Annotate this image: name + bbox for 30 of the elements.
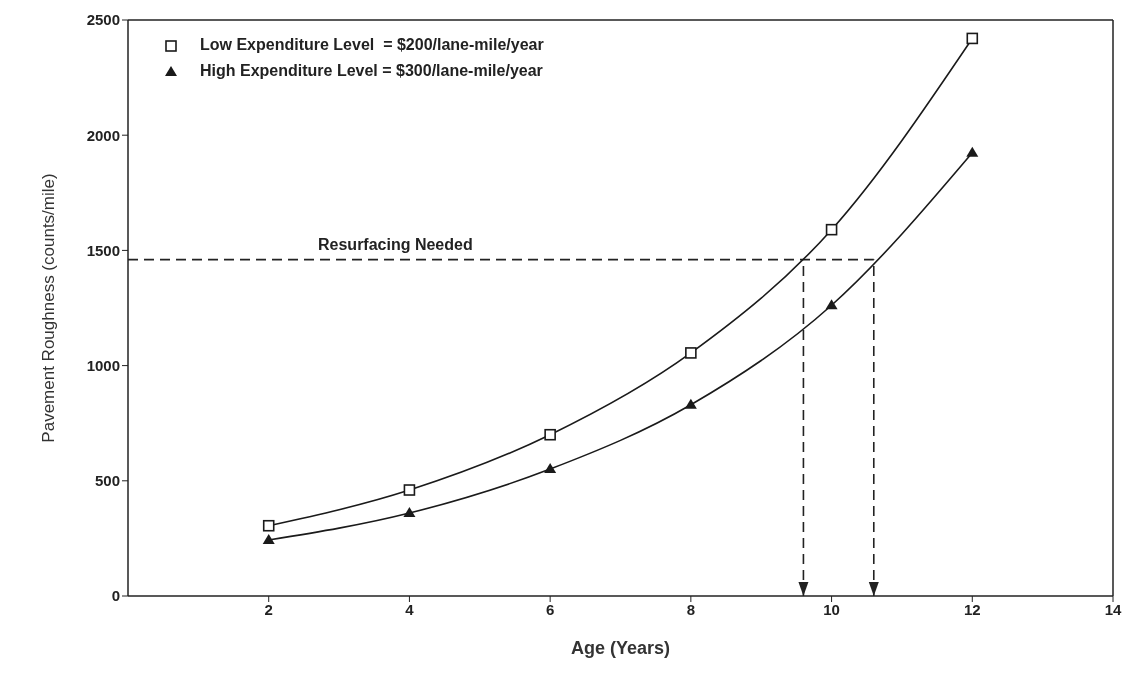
x-tick-label: 8 <box>686 600 696 618</box>
x-axis-title: Age (Years) <box>570 638 671 658</box>
point <box>685 347 697 359</box>
y-tick-label: 500 <box>94 472 120 490</box>
legend-label: High Expenditure Level = $300/lane-mile/year <box>200 62 543 80</box>
x-tick-label: 4 <box>405 600 415 618</box>
point <box>262 519 275 532</box>
point <box>403 507 416 518</box>
y-tick-label: 1000 <box>86 356 120 374</box>
x-tick-label: 6 <box>545 600 555 618</box>
legend-label: Low Expenditure Level = $200/lane-mile/year <box>200 36 544 54</box>
y-tick-label: 0 <box>111 587 120 605</box>
y-tick-label: 2500 <box>86 11 120 29</box>
point <box>262 534 275 545</box>
y-axis-title: Pavement Roughness (counts/mile) <box>39 173 59 443</box>
point <box>403 484 416 496</box>
point <box>966 146 979 157</box>
x-tick-label: 10 <box>823 600 840 618</box>
x-tick-label: 2 <box>264 600 273 618</box>
point <box>684 398 697 409</box>
point <box>544 463 557 474</box>
y-tick-label: 2000 <box>86 126 120 144</box>
ref-line-label: Resurfacing Needed <box>318 235 473 253</box>
x-tick-label: 14 <box>1104 600 1122 618</box>
x-tick-label: 12 <box>963 600 981 618</box>
point <box>966 32 979 45</box>
y-tick-label: 1500 <box>86 241 120 259</box>
point <box>825 223 838 236</box>
point <box>825 299 838 310</box>
point <box>544 428 556 441</box>
